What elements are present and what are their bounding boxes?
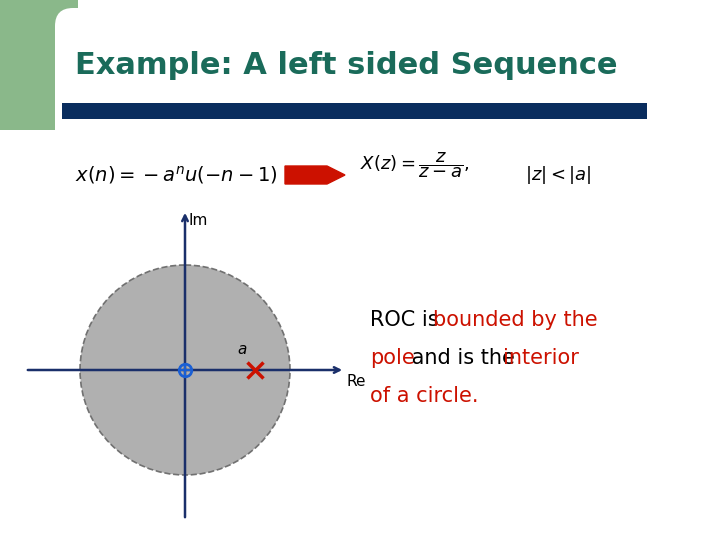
Text: $x(n)=-a^{n}u(-n-1)$: $x(n)=-a^{n}u(-n-1)$ bbox=[75, 164, 277, 186]
FancyArrow shape bbox=[285, 166, 345, 184]
Text: Re: Re bbox=[347, 374, 366, 389]
Text: $a$: $a$ bbox=[237, 342, 248, 357]
FancyBboxPatch shape bbox=[0, 0, 78, 130]
Text: bounded by the: bounded by the bbox=[433, 310, 598, 330]
FancyBboxPatch shape bbox=[55, 8, 710, 533]
Text: pole: pole bbox=[370, 348, 415, 368]
Text: Example: A left sided Sequence: Example: A left sided Sequence bbox=[75, 51, 618, 79]
Text: $|z|<|a|$: $|z|<|a|$ bbox=[525, 164, 592, 186]
Text: ROC is: ROC is bbox=[370, 310, 445, 330]
Text: interior: interior bbox=[503, 348, 579, 368]
Circle shape bbox=[80, 265, 290, 475]
Text: of a circle.: of a circle. bbox=[370, 386, 479, 406]
Bar bbox=[62, 103, 647, 119]
Text: Im: Im bbox=[189, 213, 208, 228]
Text: $X(z)=\dfrac{z}{z-a},$: $X(z)=\dfrac{z}{z-a},$ bbox=[360, 150, 469, 180]
Text: and is the: and is the bbox=[405, 348, 521, 368]
